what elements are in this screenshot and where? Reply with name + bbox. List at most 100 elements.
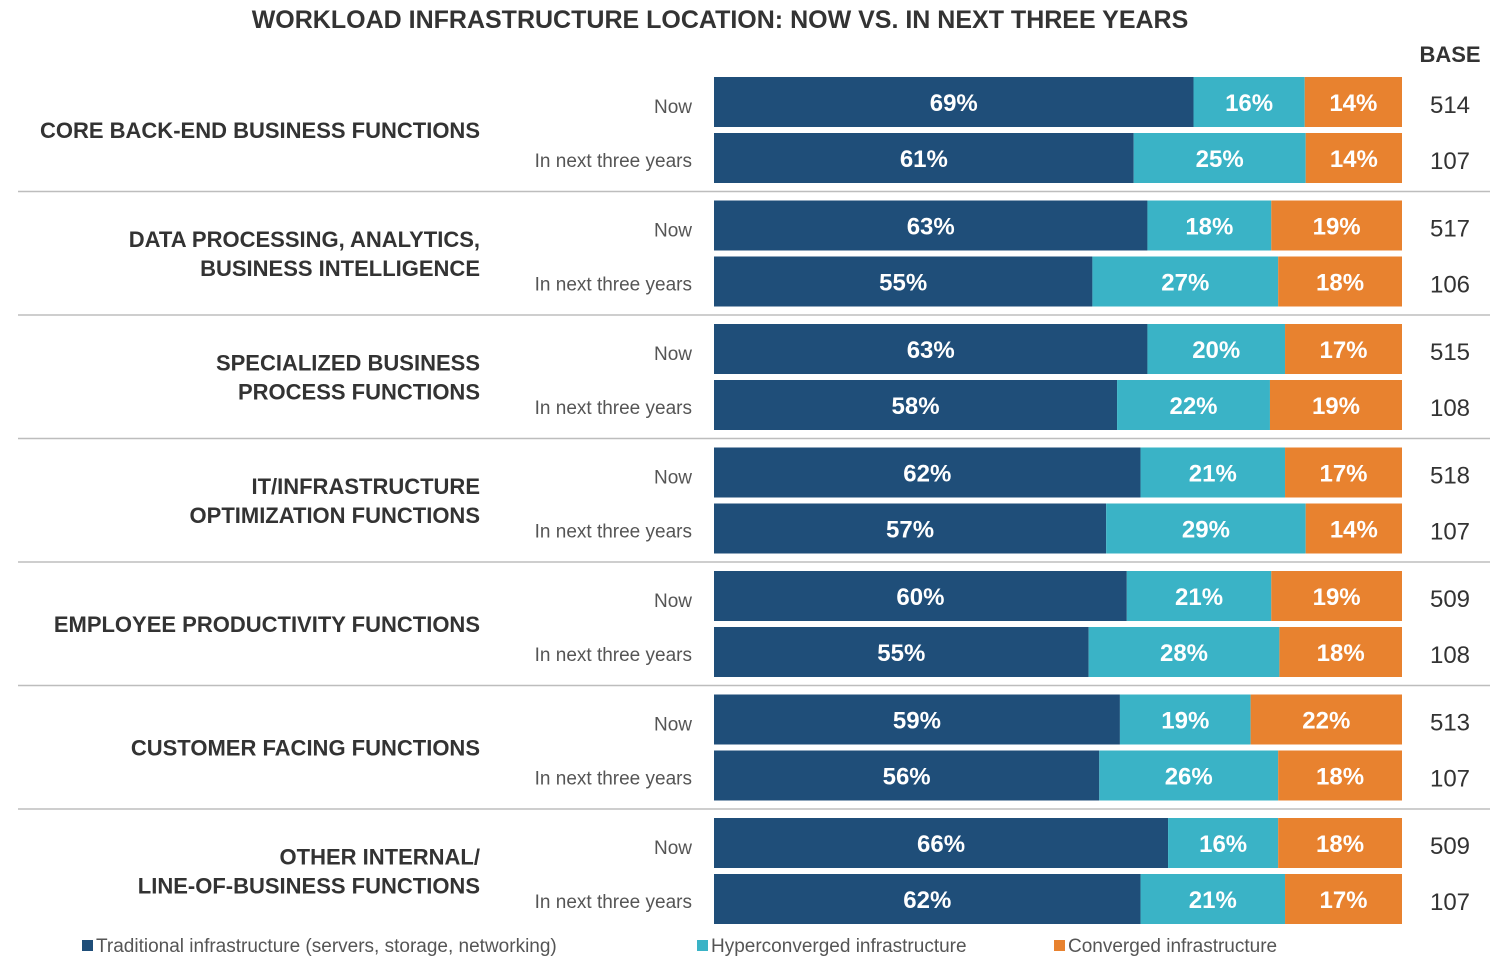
bar-segment [1278,750,1402,801]
data-label: 19% [1161,708,1209,735]
bar-segment [1285,874,1402,924]
period-label: Now [654,344,692,365]
legend-entry: Traditional infrastructure (servers, sto… [96,936,557,957]
data-label: 19% [1312,393,1360,420]
bar-segment [714,750,1100,801]
bar-segment [1250,694,1402,745]
data-label: 21% [1189,887,1237,914]
category-group: OTHER INTERNAL/LINE-OF-BUSINESS FUNCTION… [18,808,1490,924]
data-label: 28% [1160,640,1208,667]
bar-segment [1278,818,1402,868]
legend: Traditional infrastructure (servers, sto… [82,936,1277,957]
period-label: Now [654,591,692,612]
period-label: In next three years [535,892,692,913]
base-value: 106 [1430,272,1470,299]
data-label: 18% [1185,214,1233,241]
bar-segment [1133,133,1306,183]
bar-segment [1126,571,1272,621]
data-label: 29% [1182,517,1230,544]
category-group: DATA PROCESSING, ANALYTICS, BUSINESS INTE… [18,190,1490,307]
bar-segment [714,447,1141,498]
category-label: OPTIMIZATION FUNCTIONS [190,503,480,528]
data-label: 17% [1319,337,1367,364]
category-label: IT/INFRASTRUCTURE [251,474,480,499]
bar-segment [1271,200,1402,251]
base-value: 509 [1430,586,1470,613]
chart-title: WORKLOAD INFRASTRUCTURE LOCATION: NOW VS… [252,6,1189,34]
bar-segment [714,818,1169,868]
data-label: 17% [1319,887,1367,914]
data-label: 27% [1161,270,1209,297]
data-label: 55% [879,270,927,297]
category-label: OTHER INTERNAL/ [280,845,480,870]
legend-entry: Converged infrastructure [1068,936,1277,957]
period-label: Now [654,838,692,859]
data-label: 19% [1313,584,1361,611]
base-value: 108 [1430,642,1470,669]
base-value: 107 [1430,889,1470,916]
category-label: SPECIALIZED BUSINESS [216,351,480,376]
data-label: 14% [1330,517,1378,544]
bar-segment [1278,256,1402,307]
data-label: 66% [917,831,965,858]
base-value: 107 [1430,766,1470,793]
bar-segment [714,694,1120,745]
bar-segment [1168,818,1279,868]
bar-segment [1119,694,1251,745]
data-label: 18% [1317,640,1365,667]
period-label: In next three years [535,522,692,543]
base-value: 517 [1430,216,1470,243]
data-label: 58% [892,393,940,420]
legend-swatch [697,940,708,951]
category-label: PROCESS FUNCTIONS [238,380,480,405]
bar-segment [1279,627,1402,677]
period-label: Now [654,221,692,242]
category-group: EMPLOYEE PRODUCTIVITY FUNCTIONS Now 60% 21%… [18,561,1490,677]
bar-segment [714,133,1134,183]
period-label: In next three years [535,151,692,172]
category-label: CUSTOMER FACING FUNCTIONS [131,736,480,761]
period-label: Now [654,715,692,736]
category-group: CUSTOMER FACING FUNCTIONS Now 59% 19% 22% 513… [18,684,1490,801]
data-label: 61% [900,146,948,173]
period-label: In next three years [535,769,692,790]
category-label: EMPLOYEE PRODUCTIVITY FUNCTIONS [54,612,480,637]
data-label: 56% [883,764,931,791]
bar-segment [714,77,1194,127]
bar-segment [1140,874,1286,924]
period-label: In next three years [535,398,692,419]
data-label: 17% [1319,461,1367,488]
base-column-header: BASE [1419,42,1480,67]
data-label: 25% [1196,146,1244,173]
data-label: 62% [903,461,951,488]
data-label: 20% [1192,337,1240,364]
bar-segment [1285,324,1402,374]
category-label: CORE BACK-END BUSINESS FUNCTIONS [40,118,480,143]
period-label: In next three years [535,275,692,296]
bar-segment [1092,256,1279,307]
bar-segment [1088,627,1280,677]
data-label: 19% [1313,214,1361,241]
legend-swatch [82,940,93,951]
bar-segment [714,627,1089,677]
bar-segment [714,200,1148,251]
data-label: 59% [893,708,941,735]
period-label: In next three years [535,645,692,666]
data-label: 22% [1302,708,1350,735]
bar-segment [714,874,1141,924]
data-label: 16% [1225,90,1273,117]
bar-segment [1193,77,1305,127]
base-value: 514 [1430,92,1470,119]
base-value: 515 [1430,339,1470,366]
data-label: 21% [1189,461,1237,488]
data-label: 18% [1316,831,1364,858]
data-label: 60% [896,584,944,611]
data-label: 21% [1175,584,1223,611]
bar-segment [714,380,1118,430]
bar-segment [1140,447,1286,498]
category-label: LINE-OF-BUSINESS FUNCTIONS [138,874,480,899]
data-label: 22% [1169,393,1217,420]
data-label: 62% [903,887,951,914]
legend-swatch [1054,940,1065,951]
bar-segment [714,324,1148,374]
